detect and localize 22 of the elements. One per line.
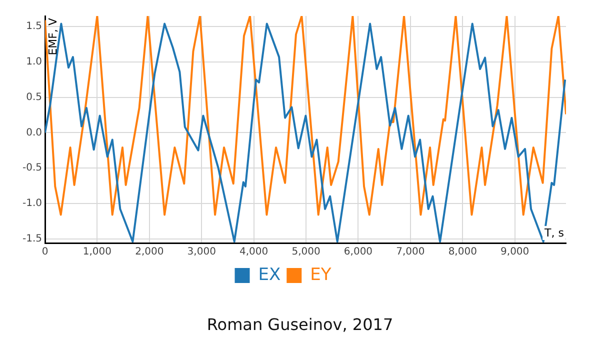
y-axis-title: EMF, V <box>46 18 60 56</box>
x-axis-title: T, s <box>544 226 564 240</box>
y-tick-label: -1.5 <box>22 233 42 244</box>
y-tick-label: 0.5 <box>26 92 42 103</box>
legend-label: EX <box>258 264 281 285</box>
x-tick-label: 5,000 <box>292 246 320 258</box>
text: Roman Guseinov, 2017 <box>206 315 394 334</box>
y-tick-label: -0.5 <box>22 162 42 174</box>
y-tick-label: 1.5 <box>26 21 42 32</box>
y-tick-label: -1.0 <box>22 198 42 209</box>
x-tick-label: 9,000 <box>500 246 530 258</box>
x-tick-label: 7,000 <box>396 246 425 258</box>
y-tick-label: 1.0 <box>26 56 42 68</box>
x-tick-label: 4,000 <box>239 246 268 258</box>
legend-label: EY <box>310 264 332 285</box>
x-tick-label: 6,000 <box>344 246 373 258</box>
x-tick-label: 2,000 <box>135 246 164 258</box>
x-tick-label: 3,000 <box>187 246 216 258</box>
x-tick-label: 1,000 <box>82 246 112 258</box>
x-tick-label: 0 <box>42 246 48 258</box>
x-tick-label: 8,000 <box>448 246 477 258</box>
y-tick-label: 0.0 <box>26 127 42 138</box>
